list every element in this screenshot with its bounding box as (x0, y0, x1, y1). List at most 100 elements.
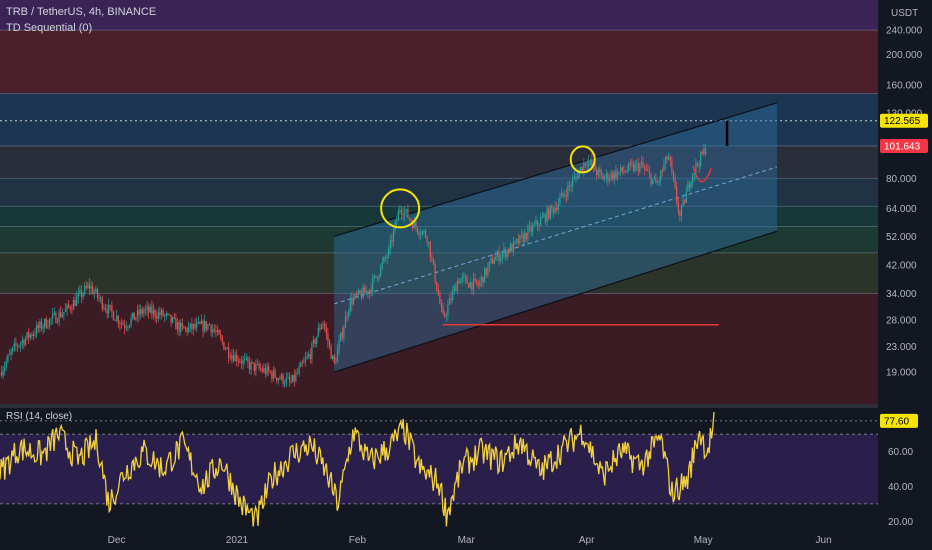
candle-body (104, 308, 107, 310)
candle-body (623, 171, 625, 173)
candle-body (488, 261, 491, 267)
candle-body (98, 297, 100, 299)
candle-body (608, 178, 611, 181)
candle-body (324, 323, 326, 329)
candle-body (260, 368, 262, 370)
candle-body (277, 378, 279, 381)
candle-body (133, 312, 135, 320)
candle-body (26, 332, 28, 339)
candle-body (132, 312, 134, 318)
candle-body (47, 326, 49, 328)
channel-fill (334, 102, 777, 373)
candle-body (301, 362, 303, 364)
indicator-title: TD Sequential (0) (6, 22, 93, 34)
candle-body (146, 306, 148, 309)
candle-body (207, 324, 209, 330)
candle-body (548, 208, 550, 219)
candle-body (487, 266, 489, 275)
candle-body (568, 185, 571, 186)
candle-body (613, 171, 615, 180)
candle-body (311, 343, 313, 359)
candle-body (7, 355, 9, 362)
candle-body (610, 173, 612, 179)
candle-body (101, 297, 103, 309)
candle-body (56, 321, 59, 323)
candle-body (0, 372, 3, 376)
annotation-circle (569, 145, 596, 174)
candle-body (564, 194, 566, 196)
candle-body (516, 238, 518, 241)
candle-body (413, 220, 415, 229)
candle-body (252, 362, 254, 364)
candle-body (514, 240, 516, 242)
price-zone (0, 93, 878, 146)
candle-body (170, 314, 172, 323)
price-zone (0, 226, 878, 253)
rsi-tick-label: 20.00 (888, 517, 913, 528)
candle-body (136, 309, 139, 318)
candle-body (648, 171, 651, 174)
candle-body (668, 157, 670, 160)
candle-body (693, 173, 695, 176)
candle-body (552, 208, 555, 213)
price-zone (0, 252, 878, 294)
candle-body (378, 275, 380, 279)
candle-body (4, 366, 6, 371)
candle-body (541, 216, 543, 219)
candle-body (290, 380, 292, 383)
candle-body (172, 317, 174, 323)
candle-body (130, 317, 132, 325)
candle-body (32, 334, 35, 336)
rsi-title: RSI (14, close) (6, 411, 72, 422)
candle-body (466, 277, 468, 284)
candle-body (309, 354, 311, 359)
candle-body (490, 258, 492, 262)
candle-body (428, 241, 430, 243)
candle-body (416, 227, 419, 233)
candle-body (586, 164, 588, 166)
candle-body (637, 163, 639, 172)
candle-body (79, 290, 81, 293)
candle-body (173, 317, 175, 319)
candle-body (120, 322, 123, 324)
candle-body (24, 338, 27, 346)
candle-body (554, 207, 556, 213)
candle-body (282, 374, 284, 384)
candle-body (61, 314, 63, 317)
candle-body (42, 326, 44, 329)
candle-body (492, 258, 494, 264)
candle-body (77, 292, 79, 298)
candle-body (288, 377, 291, 381)
candle-body (408, 217, 411, 220)
candle-body (407, 209, 409, 218)
candle-body (452, 290, 454, 300)
candle-body (400, 209, 403, 214)
candle-body (253, 362, 255, 371)
candle-body (234, 354, 236, 362)
candle-body (5, 361, 7, 367)
candle-body (183, 326, 185, 329)
candle-body (226, 347, 228, 349)
candle-body (48, 319, 51, 327)
candle-body (551, 205, 553, 209)
candle-body (495, 256, 497, 261)
candle-body (212, 329, 214, 333)
price-zones (0, 0, 878, 404)
candle-body (261, 369, 263, 372)
candle-body (410, 219, 412, 222)
candle-body (125, 327, 127, 329)
candle-body (365, 290, 367, 293)
candle-body (404, 211, 406, 216)
candle-body (644, 166, 646, 170)
candle-body (682, 199, 684, 206)
rsi-tag-label: 77.60 (884, 416, 909, 427)
candle-body (338, 340, 340, 350)
candle-body (583, 163, 585, 172)
candle-body (383, 257, 385, 263)
candle-body (639, 164, 641, 172)
candle-body (597, 169, 599, 175)
candle-body (181, 322, 183, 327)
candle-body (484, 268, 486, 283)
price-tick-label: 64.000 (886, 204, 917, 215)
